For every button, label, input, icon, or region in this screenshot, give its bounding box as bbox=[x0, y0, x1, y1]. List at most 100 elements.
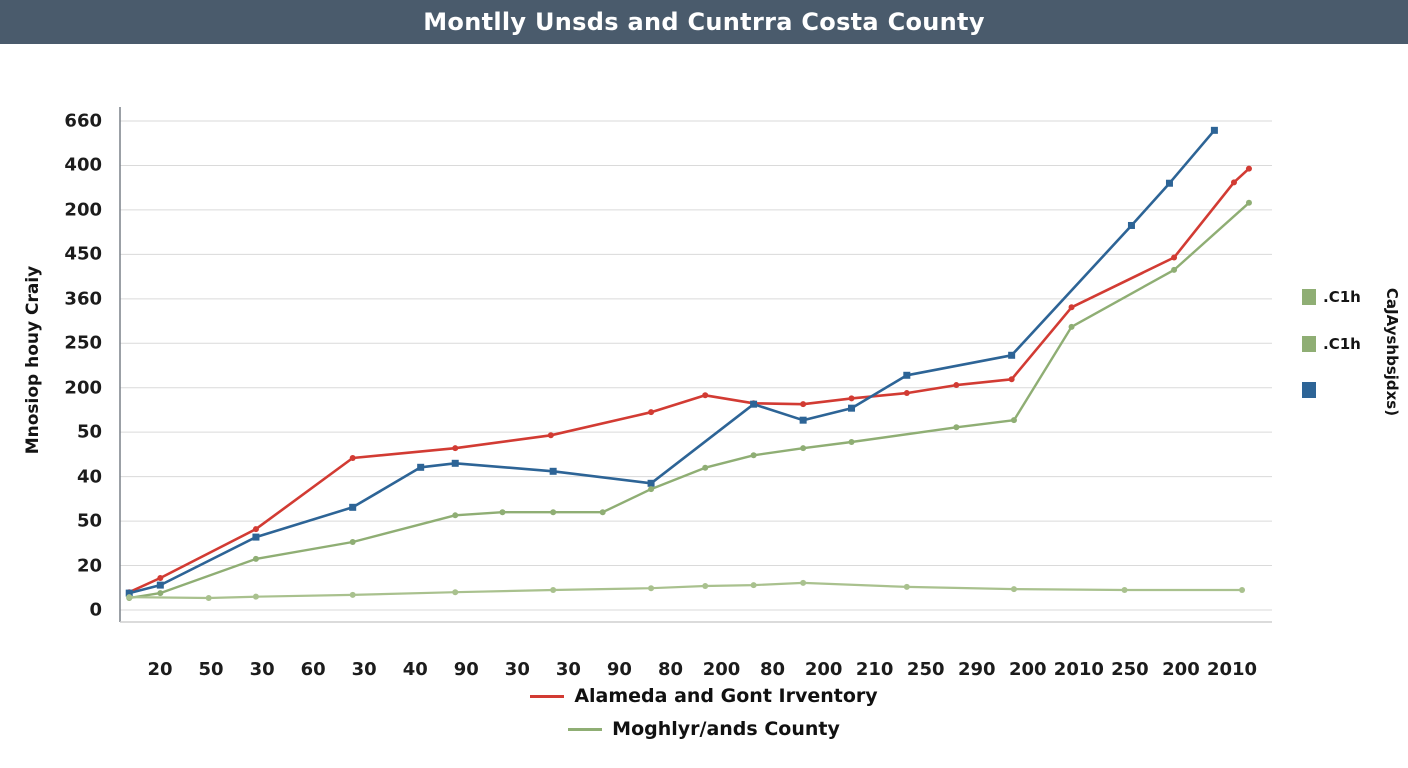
legend-label: Moghlyr/ands County bbox=[612, 718, 840, 740]
series-marker-3 bbox=[205, 594, 212, 601]
series-marker-1 bbox=[156, 581, 164, 589]
series-marker-0 bbox=[702, 392, 709, 399]
x-tick-label: 200 bbox=[804, 659, 843, 680]
series-line-1 bbox=[127, 129, 1216, 595]
y-tick-label: 360 bbox=[64, 288, 102, 310]
x-tick-label: 2010 bbox=[1053, 659, 1104, 680]
series-marker-3 bbox=[800, 579, 807, 586]
legend-swatch bbox=[568, 727, 603, 731]
series-marker-1 bbox=[451, 459, 459, 467]
x-tick-label: 250 bbox=[1111, 659, 1149, 680]
y-tick-label: 40 bbox=[76, 466, 102, 488]
chart-title: Montlly Unsds and Cuntrra Costa County bbox=[423, 8, 985, 36]
x-tick-label: 200 bbox=[1162, 659, 1200, 680]
series-marker-3 bbox=[1239, 586, 1246, 593]
x-tick-label: 60 bbox=[300, 659, 326, 680]
series-line-3 bbox=[128, 581, 1244, 600]
series-marker-2 bbox=[1068, 323, 1075, 330]
series-marker-2 bbox=[452, 512, 459, 519]
series-marker-2 bbox=[499, 509, 506, 516]
x-tick-label: 80 bbox=[657, 659, 683, 680]
chart-title-bar: Montlly Unsds and Cuntrra Costa County bbox=[0, 0, 1408, 44]
legend-right: .C1h .C1h bbox=[1302, 288, 1361, 398]
series-marker-3 bbox=[550, 586, 557, 593]
series-marker-0 bbox=[848, 395, 855, 402]
series-marker-1 bbox=[417, 463, 425, 471]
y-tick-label: 250 bbox=[64, 332, 102, 354]
x-tick-label: 20 bbox=[147, 659, 173, 680]
x-tick-label: 2010 bbox=[1206, 659, 1258, 680]
x-tick-label: 250 bbox=[906, 659, 945, 680]
series-marker-1 bbox=[1165, 179, 1173, 187]
y-tick-label: 200 bbox=[64, 377, 102, 399]
series-marker-2 bbox=[800, 445, 807, 452]
series-marker-0 bbox=[157, 574, 164, 581]
legend-right-item: .C1h bbox=[1302, 335, 1361, 353]
series-line-0 bbox=[127, 167, 1251, 594]
series-marker-0 bbox=[252, 526, 259, 533]
series-marker-0 bbox=[800, 401, 807, 408]
series-marker-2 bbox=[599, 509, 606, 516]
series-marker-2 bbox=[1010, 417, 1017, 424]
series-marker-0 bbox=[1171, 254, 1178, 261]
legend-right-item: .C1h bbox=[1302, 288, 1361, 306]
series-marker-3 bbox=[1010, 586, 1017, 593]
y-tick-label: 660 bbox=[64, 110, 102, 132]
series-marker-3 bbox=[702, 582, 709, 589]
series-marker-1 bbox=[1210, 126, 1218, 134]
series-marker-3 bbox=[349, 591, 356, 598]
y-tick-label: 50 bbox=[76, 421, 102, 443]
series-marker-0 bbox=[349, 454, 356, 461]
legend-right-item bbox=[1302, 382, 1361, 398]
series-marker-0 bbox=[547, 432, 554, 439]
legend-bottom-item: Moghlyr/ands County bbox=[568, 718, 840, 740]
x-tick-label: 90 bbox=[453, 659, 479, 680]
y-tick-label: 50 bbox=[76, 510, 102, 532]
series-marker-2 bbox=[702, 464, 709, 471]
series-marker-1 bbox=[1008, 351, 1016, 359]
y-tick-label: 0 bbox=[89, 599, 102, 621]
legend-bottom-item: Alameda and Gont Irventory bbox=[530, 685, 878, 707]
series-marker-2 bbox=[252, 555, 259, 562]
series-line-2 bbox=[127, 201, 1251, 600]
series-marker-1 bbox=[903, 371, 911, 379]
series-marker-3 bbox=[648, 585, 655, 592]
legend-swatch bbox=[1302, 289, 1316, 305]
x-tick-label: 200 bbox=[702, 659, 741, 680]
series-marker-2 bbox=[750, 452, 757, 459]
x-tick-label: 290 bbox=[957, 659, 996, 680]
series-marker-3 bbox=[750, 582, 757, 589]
series-marker-3 bbox=[126, 594, 133, 601]
series-marker-0 bbox=[452, 445, 459, 452]
series-marker-1 bbox=[125, 589, 133, 597]
series-marker-2 bbox=[1245, 199, 1252, 206]
series-marker-0 bbox=[1008, 376, 1015, 383]
y-tick-label: 400 bbox=[64, 154, 102, 176]
series-marker-1 bbox=[1127, 221, 1135, 229]
series-marker-0 bbox=[1068, 304, 1075, 311]
legend-label: Alameda and Gont Irventory bbox=[574, 685, 878, 707]
x-tick-label: 30 bbox=[351, 659, 377, 680]
series-marker-1 bbox=[799, 416, 807, 424]
x-tick-label: 30 bbox=[504, 659, 530, 680]
x-tick-label: 30 bbox=[555, 659, 581, 680]
right-axis-title: CaJAyshbsjdxs) bbox=[1383, 287, 1401, 417]
series-marker-2 bbox=[349, 538, 356, 545]
series-marker-3 bbox=[252, 593, 259, 600]
legend-label: .C1h bbox=[1323, 288, 1361, 306]
series-marker-3 bbox=[1121, 586, 1128, 593]
series-marker-2 bbox=[648, 486, 655, 493]
legend-swatch bbox=[1302, 336, 1316, 352]
series-marker-1 bbox=[750, 400, 758, 408]
series-marker-1 bbox=[647, 479, 655, 487]
x-tick-label: 90 bbox=[606, 659, 632, 680]
series-marker-3 bbox=[452, 589, 459, 596]
series-marker-2 bbox=[953, 424, 960, 431]
x-tick-label: 200 bbox=[1009, 659, 1047, 680]
y-tick-label: 200 bbox=[64, 199, 102, 221]
legend-label: .C1h bbox=[1323, 335, 1361, 353]
series-marker-1 bbox=[549, 467, 557, 475]
series-marker-0 bbox=[1245, 165, 1252, 172]
legend-swatch bbox=[1302, 382, 1316, 398]
